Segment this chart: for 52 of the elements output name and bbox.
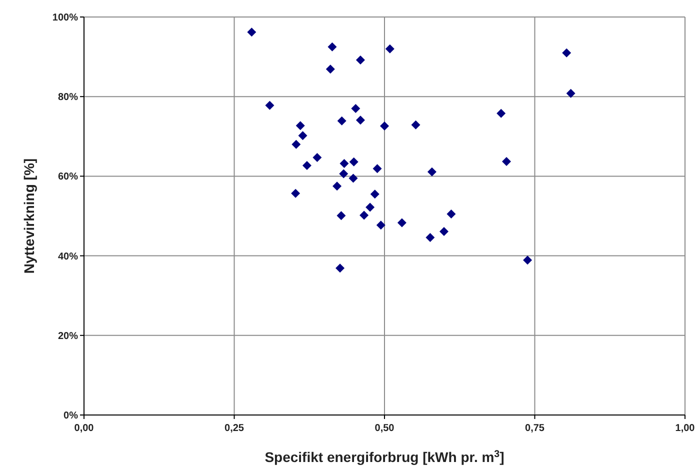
point xyxy=(349,157,358,166)
point xyxy=(292,140,301,149)
point xyxy=(332,182,342,191)
y-tick-label: 0% xyxy=(64,410,78,422)
point xyxy=(566,88,576,98)
point xyxy=(356,55,365,64)
point xyxy=(426,232,435,242)
point xyxy=(356,116,365,125)
point xyxy=(339,169,348,178)
point xyxy=(265,100,274,110)
point xyxy=(336,264,345,273)
point xyxy=(440,227,448,236)
point xyxy=(337,116,346,126)
point xyxy=(366,202,375,212)
point xyxy=(351,104,360,114)
point xyxy=(348,174,358,183)
point xyxy=(427,167,436,176)
point xyxy=(502,156,512,166)
y-tick-label: 80% xyxy=(58,92,78,104)
x-tick-label: 0,00 xyxy=(74,423,94,434)
point xyxy=(523,256,532,265)
x-tick-label: 0,50 xyxy=(374,423,395,434)
y-tick-label: 100% xyxy=(52,12,78,24)
point xyxy=(340,158,349,168)
point xyxy=(496,108,506,118)
point xyxy=(296,121,305,130)
point xyxy=(328,42,337,52)
point xyxy=(298,131,308,140)
point xyxy=(291,188,300,198)
point xyxy=(247,28,256,37)
point xyxy=(336,211,346,220)
point xyxy=(360,210,369,220)
x-tick-label: 0,75 xyxy=(525,423,545,434)
x-axis-title: Specifikt energiforbrug [kWh pr. m$^{3}$] xyxy=(264,448,504,465)
point xyxy=(380,122,389,131)
point xyxy=(370,190,380,199)
x-tick-label: 0,25 xyxy=(224,423,244,434)
point xyxy=(411,120,420,130)
y-tick-label: 60% xyxy=(58,172,78,183)
point xyxy=(376,220,386,230)
point xyxy=(385,44,394,54)
y-tick-label: 40% xyxy=(58,251,78,262)
point xyxy=(326,64,335,74)
y-tick-label: 20% xyxy=(58,330,78,342)
point xyxy=(312,152,322,162)
point xyxy=(446,210,456,219)
point xyxy=(302,160,312,170)
point xyxy=(562,48,572,58)
y-axis-title: Nyttevirkning [%] xyxy=(21,158,37,274)
point xyxy=(397,218,406,228)
x-tick-label: 1,00 xyxy=(675,423,696,434)
point xyxy=(372,164,382,174)
